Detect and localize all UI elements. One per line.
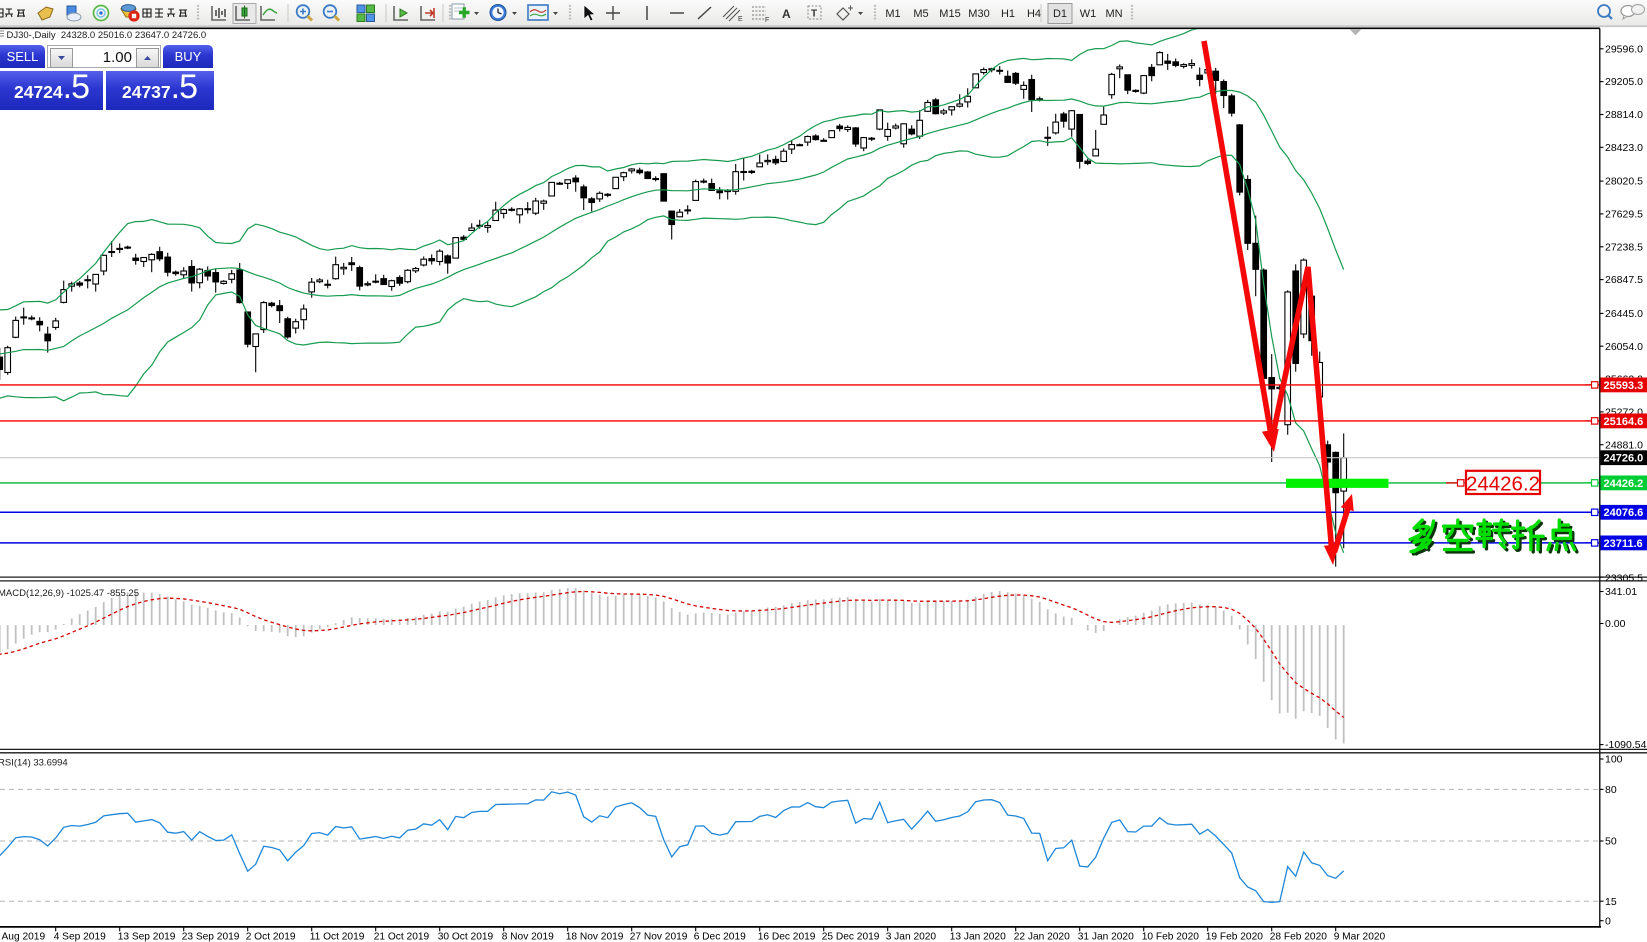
svg-text:26847.5: 26847.5	[1605, 274, 1643, 286]
svg-text:13 Sep 2019: 13 Sep 2019	[118, 931, 176, 942]
svg-text:8 Nov 2019: 8 Nov 2019	[502, 931, 554, 942]
svg-text:0.00: 0.00	[1605, 618, 1626, 630]
svg-text:24076.6: 24076.6	[1604, 507, 1644, 519]
svg-text:13 Jan 2020: 13 Jan 2020	[950, 931, 1006, 942]
svg-text:29205.0: 29205.0	[1605, 76, 1643, 88]
svg-text:RSI(14) 33.6994: RSI(14) 33.6994	[0, 758, 68, 769]
svg-text:9 Mar 2020: 9 Mar 2020	[1334, 931, 1386, 942]
svg-text:100: 100	[1605, 754, 1623, 766]
svg-text:18 Nov 2019: 18 Nov 2019	[566, 931, 624, 942]
svg-text:28 Feb 2020: 28 Feb 2020	[1270, 931, 1328, 942]
svg-text:31 Jan 2020: 31 Jan 2020	[1078, 931, 1134, 942]
svg-text:50: 50	[1605, 836, 1617, 848]
svg-text:25 Dec 2019: 25 Dec 2019	[822, 931, 880, 942]
svg-text:27629.5: 27629.5	[1605, 209, 1643, 221]
svg-text:22 Jan 2020: 22 Jan 2020	[1014, 931, 1070, 942]
svg-text:MACD(12,26,9) -1025.47 -855.25: MACD(12,26,9) -1025.47 -855.25	[0, 588, 139, 599]
svg-text:MN: MN	[1105, 8, 1122, 20]
svg-text:16 Dec 2019: 16 Dec 2019	[758, 931, 816, 942]
svg-text:341.01: 341.01	[1605, 586, 1637, 598]
svg-text:-1090.54: -1090.54	[1605, 739, 1647, 751]
svg-text:D1: D1	[1053, 8, 1067, 20]
svg-text:27238.5: 27238.5	[1605, 241, 1643, 253]
svg-text:A: A	[782, 7, 791, 21]
svg-text:Aug 2019: Aug 2019	[2, 931, 46, 942]
svg-text:24426.2: 24426.2	[1466, 473, 1540, 496]
svg-text:19 Feb 2020: 19 Feb 2020	[1206, 931, 1264, 942]
svg-text:25164.6: 25164.6	[1604, 416, 1644, 428]
svg-text:23711.6: 23711.6	[1604, 538, 1643, 550]
svg-text:T: T	[811, 9, 817, 20]
svg-text:30 Oct 2019: 30 Oct 2019	[438, 931, 494, 942]
svg-text:28423.0: 28423.0	[1605, 142, 1643, 154]
svg-text:3 Jan 2020: 3 Jan 2020	[886, 931, 937, 942]
svg-text:25593.3: 25593.3	[1604, 380, 1644, 392]
svg-text:23 Sep 2019: 23 Sep 2019	[182, 931, 240, 942]
svg-text:28020.5: 28020.5	[1605, 176, 1643, 188]
svg-text:2 Oct 2019: 2 Oct 2019	[246, 931, 296, 942]
svg-text:4 Sep 2019: 4 Sep 2019	[54, 931, 106, 942]
svg-text:26445.0: 26445.0	[1605, 308, 1643, 320]
svg-text:23305.5: 23305.5	[1605, 573, 1643, 585]
svg-text:24426.2: 24426.2	[1604, 478, 1644, 490]
svg-text:11 Oct 2019: 11 Oct 2019	[310, 931, 365, 942]
svg-text:10 Feb 2020: 10 Feb 2020	[1142, 931, 1200, 942]
svg-text:DJ30-,Daily 24328.0 25016.0 2: DJ30-,Daily 24328.0 25016.0 23647.0 2472…	[7, 30, 207, 41]
svg-text:15: 15	[1605, 896, 1617, 908]
svg-text:H4: H4	[1027, 8, 1041, 20]
svg-text:24726.0: 24726.0	[1604, 453, 1644, 465]
svg-text:F: F	[765, 17, 769, 24]
svg-text:28814.0: 28814.0	[1605, 109, 1643, 121]
svg-text:27 Nov 2019: 27 Nov 2019	[630, 931, 688, 942]
svg-text:M5: M5	[913, 8, 928, 20]
svg-text:26054.0: 26054.0	[1605, 341, 1643, 353]
svg-text:M1: M1	[885, 8, 900, 20]
svg-text:E: E	[738, 16, 743, 23]
svg-text:21 Oct 2019: 21 Oct 2019	[374, 931, 430, 942]
svg-text:24881.0: 24881.0	[1605, 439, 1643, 451]
svg-text:6 Dec 2019: 6 Dec 2019	[694, 931, 746, 942]
svg-text:0: 0	[1605, 915, 1611, 927]
svg-text:M15: M15	[939, 8, 960, 20]
svg-text:H1: H1	[1001, 8, 1015, 20]
svg-text:29596.0: 29596.0	[1605, 43, 1643, 55]
svg-text:80: 80	[1605, 784, 1617, 796]
svg-text:M30: M30	[968, 8, 989, 20]
svg-text:W1: W1	[1080, 8, 1097, 20]
